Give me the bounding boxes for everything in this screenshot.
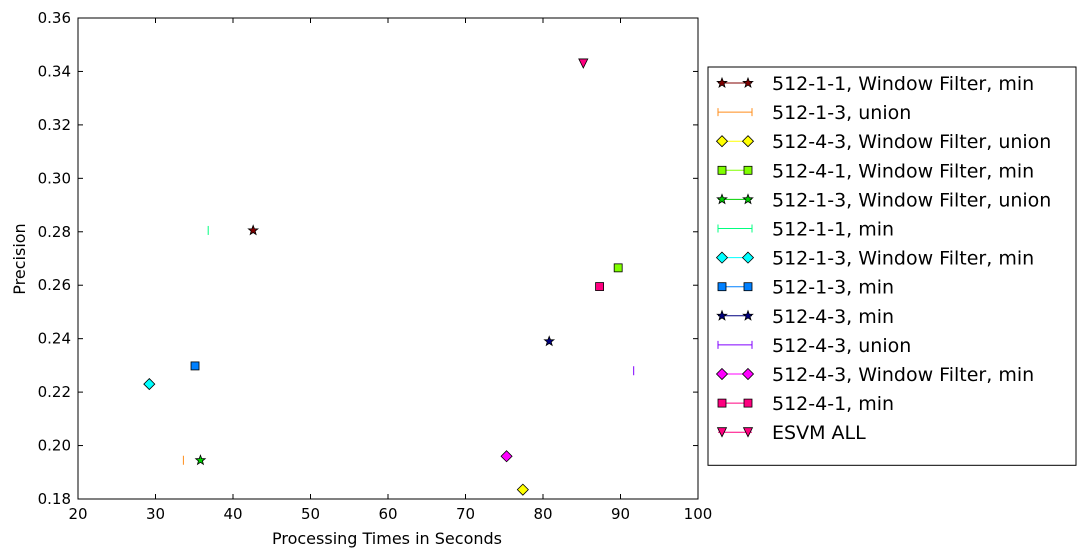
x-tick-label: 70: [456, 505, 475, 523]
legend-marker: [741, 135, 755, 148]
x-tick-label: 60: [378, 505, 397, 523]
legend-marker: [742, 309, 754, 321]
legend-label: 512-1-1, min: [772, 219, 894, 241]
x-tick-label: 100: [684, 505, 713, 523]
data-point: [595, 282, 604, 291]
y-axis-title: Precision: [10, 223, 29, 294]
x-axis-title: Processing Times in Seconds: [272, 529, 502, 548]
data-point: [143, 378, 156, 391]
legend-label: 512-4-1, Window Filter, min: [772, 160, 1034, 182]
legend-marker: [742, 76, 754, 88]
legend-marker: [743, 398, 753, 408]
legend-label: 512-4-3, min: [772, 306, 894, 328]
legend-marker: [717, 282, 727, 292]
x-tick-label: 50: [301, 505, 320, 523]
x-tick-label: 90: [611, 505, 630, 523]
data-point: [194, 454, 207, 466]
legend-label: 512-4-1, min: [772, 393, 894, 415]
y-tick-label: 0.34: [38, 62, 71, 80]
y-tick-label: 0.18: [38, 490, 71, 508]
y-tick-label: 0.26: [38, 276, 71, 294]
legend-marker: [741, 367, 755, 381]
y-tick-label: 0.32: [38, 116, 71, 134]
x-tick-label: 40: [223, 505, 242, 523]
legend-label: 512-4-3, Window Filter, min: [772, 364, 1034, 386]
legend-marker: [742, 427, 754, 438]
legend-label: 512-1-3, min: [772, 277, 894, 299]
legend-label: 512-1-3, union: [772, 102, 911, 124]
legend-marker: [742, 193, 754, 205]
data-points: [143, 58, 635, 496]
x-tick-label: 20: [68, 505, 87, 523]
legend-frame: [707, 66, 1077, 466]
legend-marker: [716, 309, 728, 321]
legend-label: ESVM ALL: [772, 422, 866, 444]
legend-marker: [741, 251, 755, 264]
y-tick-label: 0.24: [38, 330, 71, 348]
plot-area: 20 30 40 50 60 70 80 90 100 0.18 0.20 0.22 0.24 0.26 0…: [38, 9, 713, 523]
x-tick-label: 30: [146, 505, 165, 523]
legend-marker: [715, 367, 729, 381]
legend-label: 512-1-3, Window Filter, min: [772, 248, 1034, 270]
y-tick-label: 0.36: [38, 9, 71, 27]
legend-marker: [716, 193, 728, 205]
data-point: [247, 224, 259, 236]
legend-label: 512-1-1, Window Filter, min: [772, 73, 1034, 95]
x-tick-label: 80: [533, 505, 552, 523]
data-point: [500, 450, 513, 463]
legend-marker: [715, 135, 729, 148]
data-point: [613, 263, 623, 273]
plot-frame: [77, 17, 699, 500]
y-tick-label: 0.30: [38, 169, 71, 187]
data-point: [578, 58, 589, 69]
legend-marker: [716, 427, 728, 438]
data-point: [190, 361, 200, 371]
legend-marker: [717, 165, 727, 175]
legend-label: 512-1-3, Window Filter, union: [772, 189, 1051, 211]
legend-marker: [717, 398, 727, 408]
y-tick-label: 0.20: [38, 437, 71, 455]
legend-label: 512-4-3, Window Filter, union: [772, 131, 1051, 153]
y-tick-label: 0.28: [38, 223, 71, 241]
legend-label: 512-4-3, union: [772, 335, 911, 357]
data-point: [516, 483, 529, 496]
legend-marker: [743, 165, 753, 175]
legend: 512-1-1, Window Filter, min 512-1-3, unio…: [707, 66, 1077, 466]
legend-marker: [743, 282, 753, 292]
legend-marker: [716, 76, 728, 88]
legend-marker: [715, 251, 729, 264]
data-point: [543, 335, 556, 347]
y-tick-label: 0.22: [38, 383, 71, 401]
